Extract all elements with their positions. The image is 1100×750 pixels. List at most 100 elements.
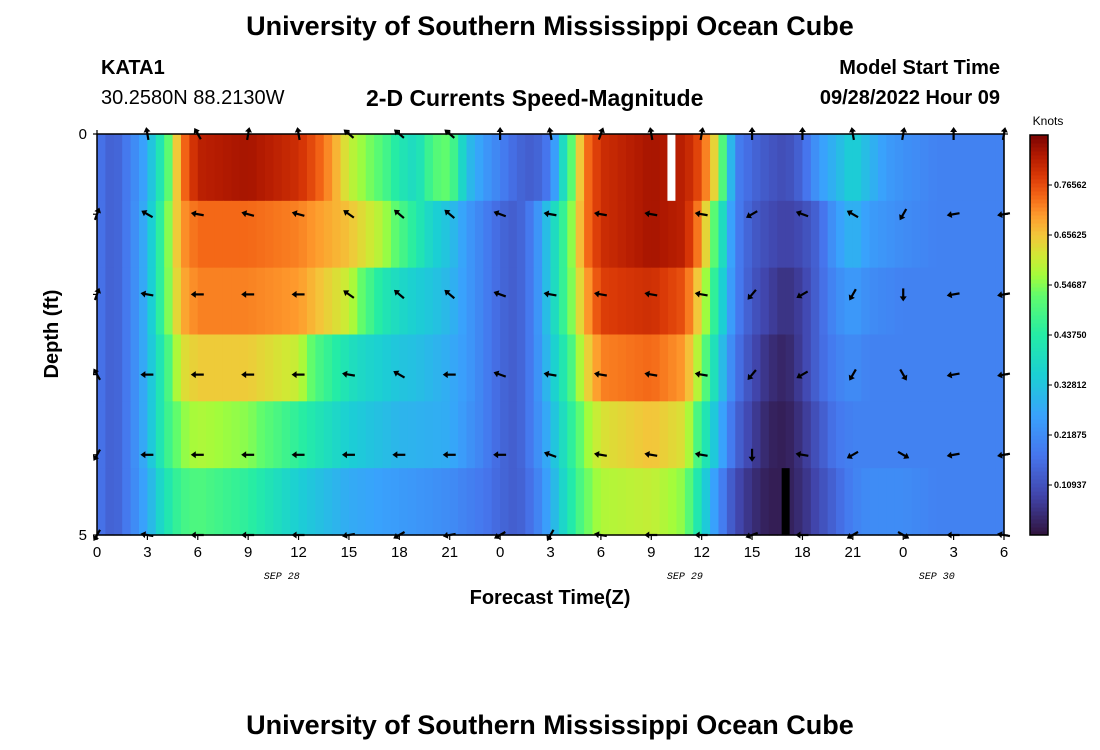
heatmap-cell (701, 401, 711, 469)
heatmap-cell (147, 334, 157, 402)
heatmap-cell (189, 200, 199, 269)
heatmap-cell (701, 267, 711, 336)
heatmap-cell (122, 267, 132, 336)
heatmap-cell (239, 468, 249, 536)
heatmap-cell (794, 334, 804, 402)
heatmap-cell (323, 468, 333, 536)
x-tick-label: 18 (391, 544, 408, 561)
colorbar-segment (1030, 323, 1048, 328)
heatmap-cell (525, 267, 535, 336)
heatmap-cell (113, 200, 123, 269)
heatmap-cell (374, 401, 384, 469)
heatmap-cell (592, 267, 602, 336)
heatmap-cell (945, 134, 955, 202)
heatmap-cell (953, 401, 963, 469)
heatmap-cell (323, 267, 333, 336)
colorbar-segment (1030, 523, 1048, 528)
heatmap-cell (516, 401, 526, 469)
heatmap-cell (365, 134, 375, 202)
heatmap-cell (97, 267, 106, 336)
heatmap-cell (710, 134, 720, 202)
current-arrow (442, 371, 456, 379)
heatmap-cell (432, 200, 442, 269)
heatmap-cell (609, 468, 619, 536)
heatmap-cell (407, 334, 417, 402)
heatmap-cell (634, 134, 644, 202)
heatmap-cell (752, 468, 762, 536)
heatmap-cell (315, 267, 325, 336)
heatmap-cell (600, 468, 610, 536)
colorbar-segment (1030, 203, 1048, 208)
heatmap-cell (206, 200, 216, 269)
heatmap-cell (407, 401, 417, 469)
heatmap-cell (836, 401, 846, 469)
colorbar-segment (1030, 251, 1048, 256)
heatmap-cell (466, 200, 476, 269)
current-arrow (848, 368, 857, 381)
colorbar-segment (1030, 267, 1048, 272)
heatmap-cell (785, 267, 795, 336)
heatmap-cell (953, 334, 963, 402)
heatmap-cell (357, 267, 367, 336)
heatmap-cell (802, 267, 812, 336)
heatmap-cell (642, 334, 652, 402)
colorbar-segment (1030, 307, 1048, 312)
current-arrow (795, 451, 809, 458)
x-tick-label: 3 (143, 544, 151, 561)
heatmap-cell (466, 334, 476, 402)
heatmap-cell (584, 134, 594, 202)
heatmap-cell (525, 200, 535, 269)
heatmap-cell (962, 267, 972, 336)
heatmap-cell (726, 401, 736, 469)
heatmap-cell (768, 401, 778, 469)
heatmap-cell (802, 200, 812, 269)
heatmap-cell (357, 200, 367, 269)
heatmap-cell (491, 134, 501, 202)
current-arrow (190, 290, 204, 298)
heatmap-cell (105, 134, 115, 202)
heatmap-cell (382, 401, 392, 469)
station-coordinates: 30.2580N 88.2130W (101, 87, 285, 109)
heatmap-cell (382, 468, 392, 536)
y-axis-ticks: 05 (79, 126, 1008, 544)
heatmap-cell (903, 401, 913, 469)
heatmap-cell (634, 401, 644, 469)
heatmap-cell (978, 468, 988, 536)
heatmap-cell (710, 200, 720, 269)
heatmap-cell (903, 200, 913, 269)
heatmap-cell (684, 334, 694, 402)
current-arrow (193, 127, 202, 140)
heatmap-cell (995, 134, 1005, 202)
current-arrow (694, 210, 708, 218)
heatmap-cell (945, 334, 955, 402)
heatmap-cell (508, 200, 518, 269)
current-arrow (644, 210, 658, 218)
heatmap-cell (668, 468, 678, 536)
heatmap-cell (306, 401, 316, 469)
heatmap-cell (458, 401, 468, 469)
heatmap-cell (458, 267, 468, 336)
heatmap-cell (911, 468, 921, 536)
heatmap-cell (668, 200, 678, 269)
current-arrow (846, 210, 859, 219)
heatmap-cell (298, 468, 308, 536)
heatmap-cell (147, 200, 157, 269)
heatmap-cell (214, 200, 224, 269)
heatmap-cell (827, 401, 837, 469)
colorbar-segment (1030, 219, 1048, 224)
heatmap-cell (802, 401, 812, 469)
heatmap-cell (197, 401, 207, 469)
heatmap-cell (147, 401, 157, 469)
heatmap-cell (936, 334, 946, 402)
heatmap-cell (239, 334, 249, 402)
heatmap-cell (584, 468, 594, 536)
model-start-time: 09/28/2022 Hour 09 (819, 87, 1000, 109)
heatmap-cell (609, 267, 619, 336)
heatmap-cell (516, 200, 526, 269)
heatmap-cell (886, 334, 896, 402)
heatmap-cell (710, 267, 720, 336)
heatmap-cell (701, 334, 711, 402)
heatmap-cell (138, 200, 148, 269)
model-start-label: Model Start Time (839, 57, 1000, 79)
heatmap-cell (777, 334, 787, 402)
